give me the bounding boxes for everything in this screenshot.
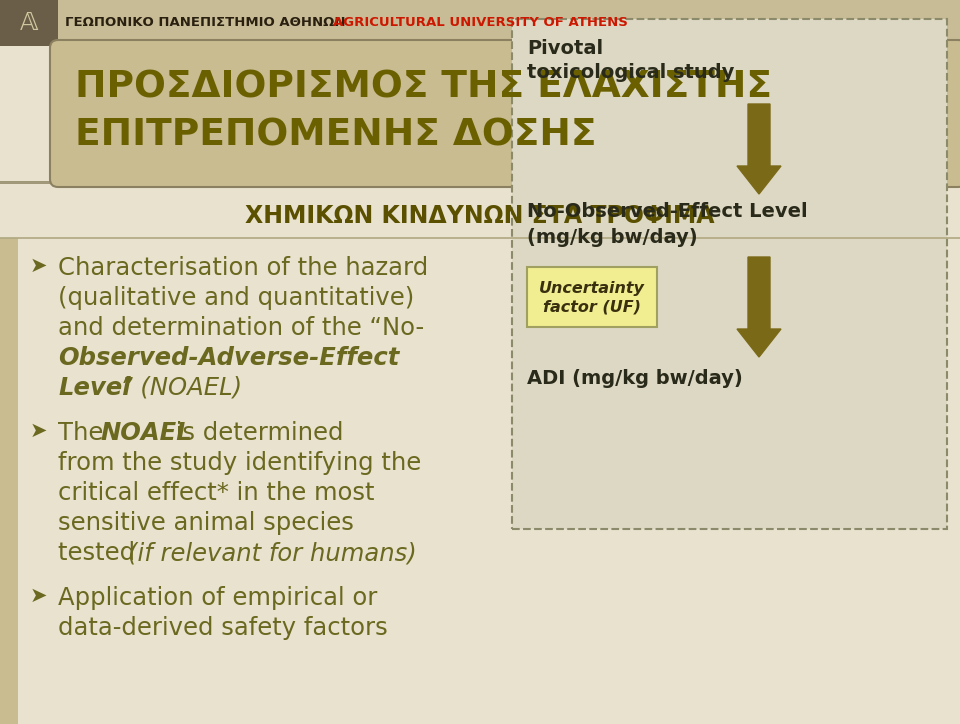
Text: sensitive animal species: sensitive animal species bbox=[58, 511, 354, 535]
Text: Uncertainty: Uncertainty bbox=[540, 282, 645, 297]
Text: ➤: ➤ bbox=[30, 256, 47, 276]
Bar bbox=[0, 238, 18, 724]
FancyArrow shape bbox=[737, 104, 781, 194]
Text: ➤: ➤ bbox=[30, 421, 47, 441]
Text: NOAEL: NOAEL bbox=[100, 421, 192, 445]
Text: from the study identifying the: from the study identifying the bbox=[58, 451, 421, 475]
Text: data-derived safety factors: data-derived safety factors bbox=[58, 616, 388, 640]
Text: ADI (mg/kg bw/day): ADI (mg/kg bw/day) bbox=[527, 369, 743, 388]
Bar bbox=[0, 0, 58, 46]
FancyBboxPatch shape bbox=[50, 40, 960, 187]
Bar bbox=[0, 181, 960, 184]
FancyArrow shape bbox=[737, 257, 781, 357]
Bar bbox=[527, 267, 657, 327]
Text: No-Observed-Effect Level: No-Observed-Effect Level bbox=[527, 202, 807, 221]
Text: Characterisation of the hazard: Characterisation of the hazard bbox=[58, 256, 428, 280]
Text: ΠΡΟΣΔΙΟΡΙΣΜΟΣ ΤΗΣ ΕΛΑΧΙΣΤΗΣ: ΠΡΟΣΔΙΟΡΙΣΜΟΣ ΤΗΣ ΕΛΑΧΙΣΤΗΣ bbox=[75, 70, 772, 106]
Text: toxicological study: toxicological study bbox=[527, 63, 734, 82]
Text: and determination of the “No-: and determination of the “No- bbox=[58, 316, 424, 340]
Text: ΧΗΜΙΚΩΝ ΚΙΝΔΥΝΩΝ ΣΤΑ ΤΡΟΦΙΜΑ: ΧΗΜΙΚΩΝ ΚΙΝΔΥΝΩΝ ΣΤΑ ΤΡΟΦΙΜΑ bbox=[245, 204, 715, 228]
Text: is determined: is determined bbox=[168, 421, 344, 445]
Text: factor (UF): factor (UF) bbox=[543, 300, 641, 314]
Bar bbox=[512, 19, 947, 529]
Text: Pivotal: Pivotal bbox=[527, 39, 603, 58]
Text: ΕΠΙΤΡΕΠΟΜΕΝΗΣ ΔΟΣΗΣ: ΕΠΙΤΡΕΠΟΜΕΝΗΣ ΔΟΣΗΣ bbox=[75, 118, 596, 154]
Bar bbox=[0, 0, 960, 46]
Text: ➤: ➤ bbox=[30, 586, 47, 606]
Text: (qualitative and quantitative): (qualitative and quantitative) bbox=[58, 286, 415, 310]
Text: AGRICULTURAL UNIVERSITY OF ATHENS: AGRICULTURAL UNIVERSITY OF ATHENS bbox=[333, 17, 628, 30]
Text: Application of empirical or: Application of empirical or bbox=[58, 586, 377, 610]
Text: The: The bbox=[58, 421, 111, 445]
Text: 𝔸: 𝔸 bbox=[20, 11, 38, 35]
Text: (mg/kg bw/day): (mg/kg bw/day) bbox=[527, 228, 698, 247]
Text: (if relevant for humans): (if relevant for humans) bbox=[128, 541, 417, 565]
Text: critical effect* in the most: critical effect* in the most bbox=[58, 481, 374, 505]
Text: Observed-Adverse-Effect: Observed-Adverse-Effect bbox=[58, 346, 399, 370]
Text: Level: Level bbox=[58, 376, 131, 400]
Text: ΓΕΩΠΟΝΙΚΟ ΠΑΝΕΠΙΣΤΗΜΙΟ ΑΘΗΝΩΝ: ΓΕΩΠΟΝΙΚΟ ΠΑΝΕΠΙΣΤΗΜΙΟ ΑΘΗΝΩΝ bbox=[65, 17, 346, 30]
Text: tested: tested bbox=[58, 541, 143, 565]
Text: ” (NOAEL): ” (NOAEL) bbox=[120, 376, 242, 400]
